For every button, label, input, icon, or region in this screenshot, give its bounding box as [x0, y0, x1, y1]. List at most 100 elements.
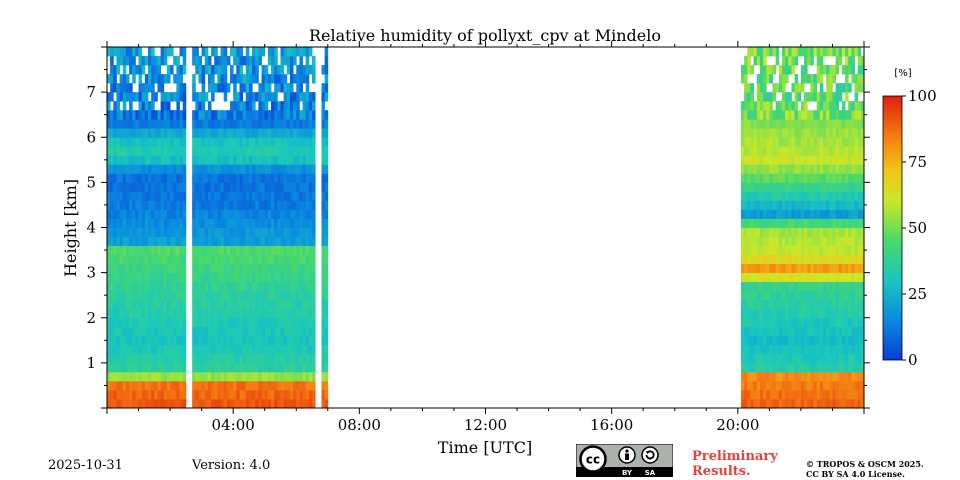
heatmap-cell — [135, 47, 139, 57]
heatmap-cell — [750, 281, 754, 292]
heatmap-cell — [148, 146, 152, 156]
heatmap-cell — [163, 290, 168, 301]
heatmap-cell — [192, 335, 196, 346]
heatmap-cell — [747, 344, 751, 355]
heatmap-cell — [819, 101, 824, 111]
badge-sa-label: SA — [645, 469, 656, 477]
heatmap-cell — [296, 272, 300, 283]
heatmap-cell — [132, 290, 136, 301]
heatmap-cell — [750, 128, 754, 138]
heatmap-cell — [236, 47, 240, 57]
heatmap-cell — [277, 137, 281, 147]
heatmap-cell — [122, 308, 127, 319]
heatmap-cell — [280, 236, 285, 246]
heatmap-cell — [321, 101, 326, 111]
heatmap-cell — [321, 110, 326, 120]
heatmap-cell — [173, 128, 177, 138]
heatmap-cell — [280, 398, 285, 408]
heatmap-cell — [835, 353, 840, 364]
heatmap-cell — [192, 119, 196, 129]
heatmap-cell — [129, 92, 133, 102]
heatmap-cell — [151, 92, 155, 102]
heatmap-cell — [141, 137, 146, 147]
heatmap-cell — [230, 137, 234, 147]
heatmap-cell — [289, 65, 294, 75]
heatmap-cell — [772, 209, 777, 219]
heatmap-cell — [141, 389, 146, 400]
heatmap-cell — [766, 263, 770, 274]
heatmap-cell — [182, 119, 187, 129]
heatmap-cell — [324, 299, 329, 310]
heatmap-cell — [816, 65, 821, 75]
heatmap-cell — [744, 182, 748, 192]
heatmap-cell — [163, 119, 168, 129]
heatmap-cell — [211, 218, 215, 228]
heatmap-cell — [148, 362, 152, 373]
heatmap-cell — [157, 119, 162, 129]
heatmap-cell — [119, 263, 124, 274]
heatmap-cell — [781, 362, 786, 373]
heatmap-cell — [107, 272, 111, 283]
heatmap-cell — [125, 83, 130, 93]
heatmap-cell — [242, 137, 247, 147]
heatmap-cell — [299, 326, 303, 337]
heatmap-cell — [154, 65, 158, 75]
heatmap-cell — [299, 371, 303, 382]
heatmap-cell — [819, 200, 824, 210]
heatmap-cell — [810, 173, 814, 183]
heatmap-cell — [296, 218, 300, 228]
heatmap-cell — [819, 65, 824, 75]
heatmap-cell — [750, 218, 754, 228]
heatmap-cell — [778, 335, 783, 346]
heatmap-cell — [857, 245, 862, 255]
heatmap-cell — [116, 200, 121, 210]
heatmap-cell — [810, 218, 814, 228]
heatmap-cell — [804, 227, 808, 237]
heatmap-cell — [242, 146, 247, 156]
heatmap-cell — [239, 290, 244, 301]
heatmap-cell — [289, 281, 294, 292]
heatmap-cell — [857, 119, 862, 129]
heatmap-cell — [214, 326, 218, 337]
heatmap-cell — [305, 182, 310, 192]
heatmap-cell — [113, 182, 117, 192]
heatmap-cell — [242, 371, 247, 382]
heatmap-cell — [195, 56, 199, 66]
heatmap-cell — [214, 236, 218, 246]
heatmap-cell — [845, 398, 849, 408]
heatmap-cell — [129, 380, 133, 391]
heatmap-cell — [321, 173, 326, 183]
heatmap-cell — [201, 245, 206, 255]
heatmap-cell — [182, 380, 187, 391]
heatmap-cell — [826, 101, 830, 111]
heatmap-cell — [791, 263, 795, 274]
heatmap-cell — [832, 254, 837, 264]
heatmap-cell — [264, 299, 269, 310]
heatmap-cell — [176, 389, 180, 400]
heatmap-cell — [119, 308, 124, 319]
heatmap-cell — [255, 398, 259, 408]
heatmap-cell — [119, 110, 124, 120]
heatmap-cell — [201, 155, 206, 165]
heatmap-cell — [151, 227, 155, 237]
heatmap-cell — [302, 398, 307, 408]
heatmap-cell — [305, 362, 310, 373]
heatmap-cell — [753, 263, 758, 274]
heatmap-cell — [286, 389, 291, 400]
heatmap-cell — [211, 308, 215, 319]
heatmap-cell — [781, 155, 786, 165]
heatmap-cell — [778, 281, 783, 292]
heatmap-cell — [772, 47, 777, 57]
heatmap-cell — [857, 272, 862, 283]
heatmap-cell — [810, 236, 814, 246]
heatmap-cell — [781, 344, 786, 355]
heatmap-cell — [264, 371, 269, 382]
cc-license-badge[interactable]: cc BY SA — [576, 444, 673, 477]
heatmap-cell — [277, 173, 281, 183]
heatmap-cell — [148, 200, 152, 210]
heatmap-cell — [144, 245, 149, 255]
heatmap-cell — [308, 218, 313, 228]
heatmap-cell — [154, 245, 158, 255]
heatmap-cell — [113, 254, 117, 264]
heatmap-cell — [204, 110, 209, 120]
